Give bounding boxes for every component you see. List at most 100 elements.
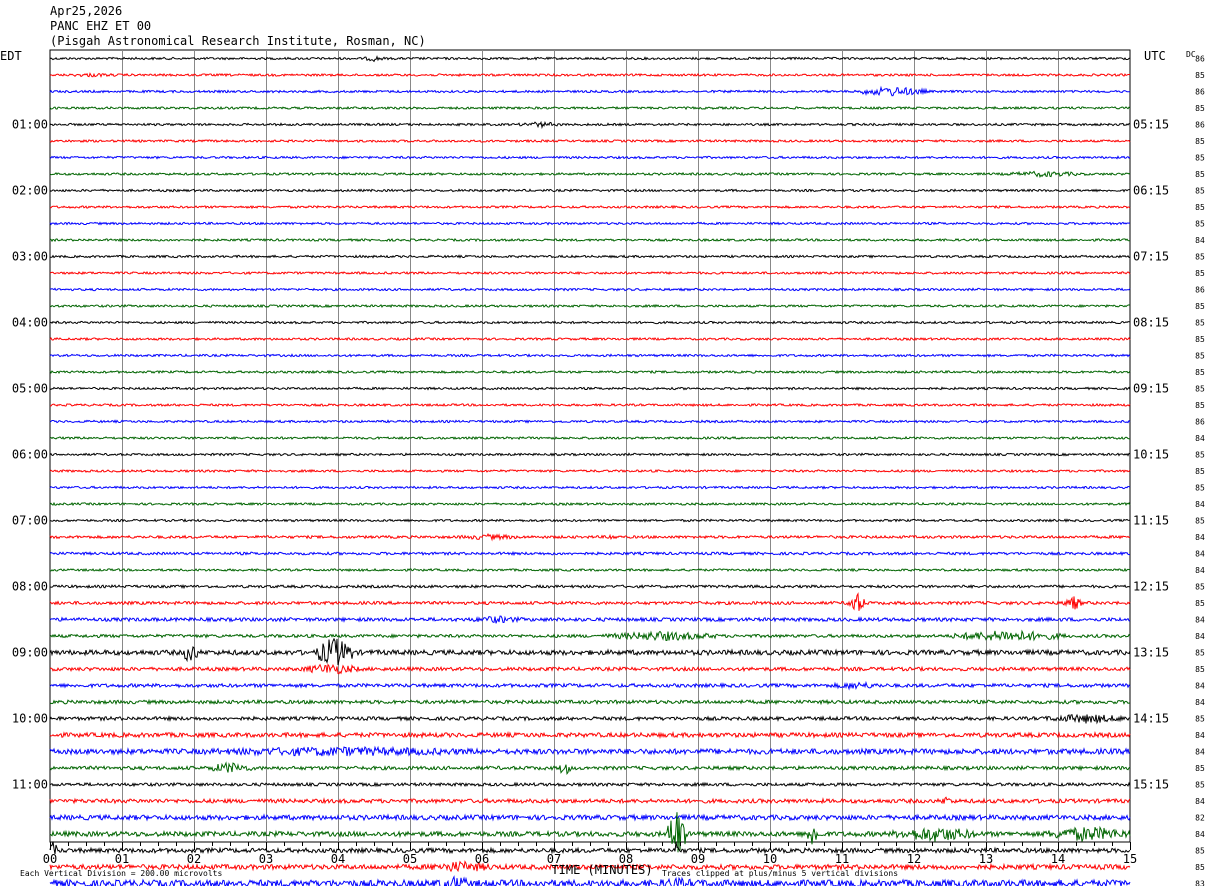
x-axis-title: TIME (MINUTES) (551, 863, 652, 877)
seismic-trace (49, 320, 1131, 325)
dc-value: 85 (1195, 302, 1205, 311)
seismic-trace (49, 237, 1131, 243)
seismic-trace (49, 287, 1131, 292)
dc-value: 85 (1195, 71, 1205, 80)
dc-value: 85 (1195, 104, 1205, 113)
x-tick-label: 06 (475, 852, 489, 866)
dc-value: 85 (1195, 319, 1205, 328)
right-hour-label: 11:15 (1133, 514, 1169, 528)
dc-value: 86 (1195, 418, 1205, 427)
x-tick-label: 11 (835, 852, 849, 866)
right-hour-label: 08:15 (1133, 316, 1169, 330)
seismic-trace (49, 72, 1131, 78)
dc-value: 85 (1195, 154, 1205, 163)
dc-value: 84 (1195, 550, 1205, 559)
dc-value: 86 (1195, 286, 1205, 295)
dc-value: 85 (1195, 187, 1205, 196)
dc-value: 85 (1195, 583, 1205, 592)
seismic-trace (49, 550, 1130, 557)
seismic-trace (49, 813, 1131, 822)
dc-value: 85 (1195, 517, 1205, 526)
scale-note: Each Vertical Division = 200.00 microvol… (20, 869, 222, 878)
seismic-trace (49, 584, 1131, 590)
x-tick-label: 00 (43, 852, 57, 866)
dc-value: 84 (1195, 698, 1205, 707)
seismic-trace (49, 386, 1131, 391)
dc-value: 85 (1195, 665, 1205, 674)
dc-value: 84 (1195, 566, 1205, 575)
seismic-trace (49, 533, 1131, 542)
seismic-trace (49, 615, 1131, 624)
seismic-trace (49, 138, 1131, 144)
dc-value: 83 (1195, 880, 1205, 886)
left-hour-label: 01:00 (12, 118, 48, 132)
dc-value: 84 (1195, 632, 1205, 641)
dc-value: 85 (1195, 137, 1205, 146)
x-tick-label: 13 (979, 852, 993, 866)
x-tick-label: 05 (403, 852, 417, 866)
x-tick-label: 04 (331, 852, 345, 866)
left-hour-label: 05:00 (12, 382, 48, 396)
seismic-trace (49, 745, 1131, 757)
x-tick-label: 01 (115, 852, 129, 866)
dc-value: 85 (1195, 401, 1205, 410)
dc-value: 84 (1195, 533, 1205, 542)
x-tick-label: 07 (547, 852, 561, 866)
seismic-trace (49, 663, 1131, 675)
seismic-trace (49, 204, 1131, 210)
seismic-trace (49, 680, 1131, 691)
x-tick-label: 08 (619, 852, 633, 866)
x-tick-label: 02 (187, 852, 201, 866)
dc-value: 84 (1195, 500, 1205, 509)
dc-value: 84 (1195, 682, 1205, 691)
left-hour-label: 10:00 (12, 712, 48, 726)
dc-value: 85 (1195, 764, 1205, 773)
seismic-trace (49, 567, 1130, 573)
dc-value: 85 (1195, 451, 1205, 460)
x-tick-label: 15 (1123, 852, 1137, 866)
dc-value: 85 (1195, 170, 1205, 179)
seismic-trace (49, 353, 1131, 358)
plot-date: Apr25,2026 (50, 4, 123, 18)
dc-value: 85 (1195, 385, 1205, 394)
left-hour-label: 09:00 (12, 646, 48, 660)
station-code: PANC EHZ ET 00 (50, 19, 152, 33)
left-hour-label: 07:00 (12, 514, 48, 528)
dc-value: 85 (1195, 863, 1205, 872)
seismic-trace (49, 105, 1131, 111)
seismic-trace (49, 841, 1131, 855)
left-hour-label: 04:00 (12, 316, 48, 330)
x-tick-label: 03 (259, 852, 273, 866)
dc-value: 86 (1195, 55, 1205, 64)
plot-frame (49, 49, 1131, 843)
left-timezone-label: EDT (0, 49, 22, 63)
dc-value: 85 (1195, 368, 1205, 377)
seismic-trace (49, 796, 1131, 805)
dc-value: 86 (1195, 121, 1205, 130)
seismic-trace (49, 812, 1131, 853)
right-hour-label: 10:15 (1133, 448, 1169, 462)
seismic-trace (49, 637, 1131, 666)
dc-value: 84 (1195, 236, 1205, 245)
seismic-trace (49, 336, 1131, 342)
seismic-trace (49, 761, 1131, 775)
dc-value: 85 (1195, 352, 1205, 361)
seismic-trace (49, 155, 1131, 160)
left-hour-label: 11:00 (12, 778, 48, 792)
seismic-trace (49, 221, 1131, 226)
right-hour-label: 05:15 (1133, 118, 1169, 132)
dc-header: DC (1186, 50, 1196, 59)
seismic-trace (49, 698, 1131, 706)
dc-value: 84 (1195, 797, 1205, 806)
seismic-trace (49, 468, 1131, 474)
dc-value: 85 (1195, 253, 1205, 262)
clip-note: Traces clipped at plus/minus 5 vertical … (662, 869, 898, 878)
right-hour-label: 15:15 (1133, 778, 1169, 792)
seismic-trace (49, 518, 1131, 523)
seismic-trace (49, 303, 1131, 309)
left-hour-label: 02:00 (12, 184, 48, 198)
dc-value: 85 (1195, 220, 1205, 229)
seismic-trace (49, 419, 1131, 424)
dc-value: 82 (1195, 814, 1205, 823)
seismic-trace (49, 369, 1131, 375)
